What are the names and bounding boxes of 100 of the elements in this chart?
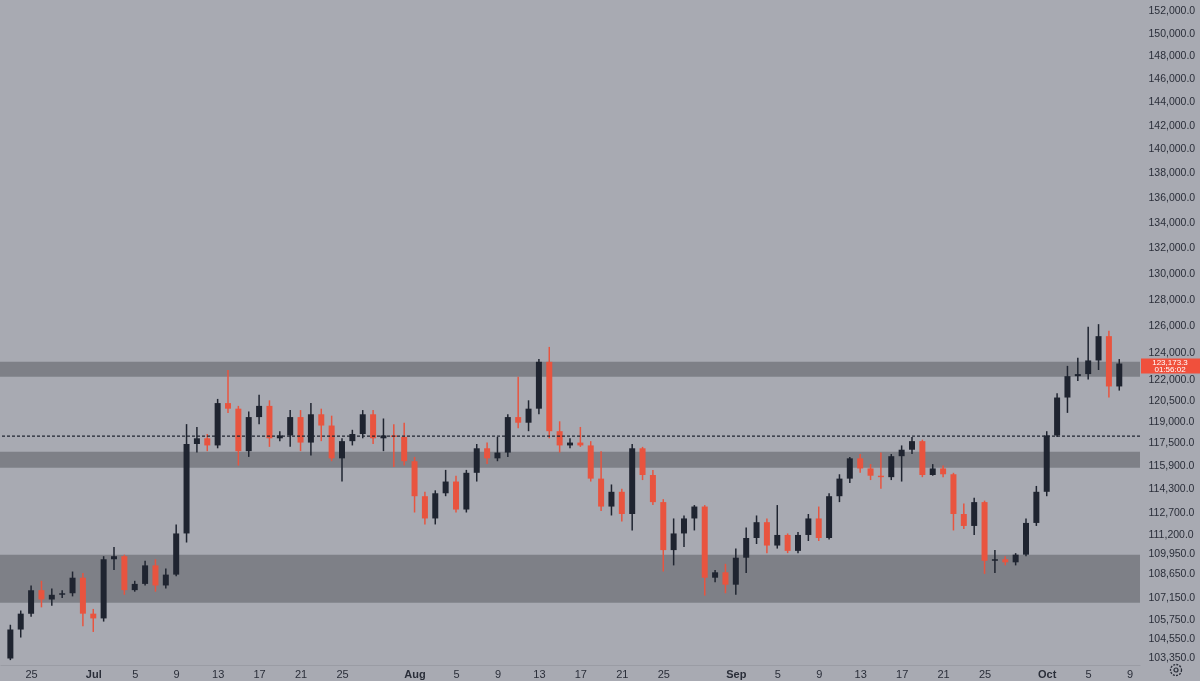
y-tick-label: 130,000.0 — [1148, 266, 1196, 279]
candlestick — [390, 423, 397, 468]
candlestick — [670, 517, 677, 567]
y-tick-label: 122,000.0 — [1148, 373, 1196, 386]
text: 123,173.3 — [1152, 358, 1189, 368]
candlestick — [618, 488, 625, 523]
y-tick-label: 108,650.0 — [1148, 567, 1196, 580]
candlestick — [991, 549, 998, 574]
y-tick-label: 132,000.0 — [1148, 241, 1196, 253]
x-tick-label: 21 — [294, 667, 308, 680]
candlestick — [142, 560, 149, 587]
x-tick-label: 25 — [336, 667, 349, 680]
candlestick — [960, 502, 967, 530]
x-tick-label: 5 — [132, 667, 139, 680]
candlestick — [484, 441, 491, 465]
candlestick — [421, 491, 428, 526]
candlestick — [805, 513, 812, 542]
candlestick — [515, 376, 522, 430]
x-tick-label: 21 — [616, 667, 629, 680]
y-tick-label: 146,000.0 — [1148, 72, 1196, 85]
x-tick-label: 5 — [774, 667, 781, 680]
candlestick — [152, 558, 159, 593]
x-tick-label: 9 — [494, 667, 502, 680]
candlestick — [722, 563, 729, 594]
candlestick — [225, 369, 231, 414]
y-tick-label: 138,000.0 — [1148, 166, 1196, 179]
x-tick-label: 9 — [816, 667, 823, 680]
x-tick-label: 25 — [25, 667, 38, 680]
candlestick — [17, 609, 24, 639]
y-tick-label: 148,000.0 — [1148, 49, 1196, 62]
y-tick-label: 114,300.0 — [1148, 482, 1195, 495]
candlestick — [898, 444, 905, 483]
y-tick-label: 134,000.0 — [1148, 215, 1196, 228]
x-tick-label: Sep — [726, 667, 747, 680]
x-tick-label: Aug — [404, 667, 426, 680]
candlestick — [608, 483, 615, 517]
x-tick-label: Jul — [85, 667, 102, 680]
y-tick-label: 105,750.0 — [1148, 612, 1196, 625]
candlestick — [795, 531, 801, 554]
y-tick-label: 152,000.0 — [1148, 4, 1196, 17]
y-tick-label: 128,000.0 — [1148, 292, 1196, 305]
y-tick-label: 112,700.0 — [1148, 505, 1195, 518]
y-tick-label: 150,000.0 — [1148, 26, 1196, 39]
y-tick-label: 111,200.0 — [1148, 528, 1194, 541]
candlestick — [48, 587, 55, 607]
candlestick — [888, 453, 895, 481]
x-tick-label: 13 — [533, 667, 546, 680]
x-tick-label: 9 — [173, 667, 180, 680]
candlestick — [691, 504, 698, 532]
x-tick-label: 25 — [978, 667, 992, 680]
x-tick-label: Oct — [1038, 667, 1057, 680]
candlestick — [162, 567, 169, 590]
x-tick-label: 25 — [657, 667, 670, 680]
candlestick — [256, 394, 263, 425]
text: 01:56:02 — [1154, 365, 1187, 375]
y-tick-label: 144,000.0 — [1148, 95, 1196, 108]
candlestick — [111, 546, 117, 571]
y-tick-label: 104,550.0 — [1148, 631, 1196, 644]
candlestick — [1085, 326, 1092, 381]
x-tick-label: 21 — [937, 667, 950, 680]
y-tick-label: 124,000.0 — [1148, 345, 1196, 358]
candlestick — [442, 469, 449, 497]
x-tick-label: 9 — [1127, 667, 1134, 680]
candlestick — [743, 526, 750, 574]
x-tick-label: 17 — [253, 667, 266, 680]
y-tick-label: 103,350.0 — [1148, 651, 1196, 664]
candlestick — [525, 399, 532, 432]
candlestick — [69, 570, 76, 598]
y-tick-label: 107,150.0 — [1148, 590, 1196, 603]
candlestick — [753, 514, 760, 545]
x-tick-label: 17 — [896, 667, 909, 680]
candlestick — [1064, 365, 1071, 414]
candlestick — [318, 407, 325, 442]
candlestick — [38, 580, 45, 609]
x-tick-label: 13 — [212, 667, 225, 680]
y-tick-label: 117,500.0 — [1148, 436, 1195, 449]
candlestick — [857, 453, 864, 474]
candlestick — [971, 496, 978, 536]
candlestick — [774, 504, 781, 550]
y-tick-label: 115,900.0 — [1148, 459, 1195, 472]
y-tick-label: 120,500.0 — [1148, 393, 1196, 406]
candlestick — [784, 532, 791, 554]
candlestick — [681, 514, 687, 548]
candlestick — [28, 584, 35, 618]
x-tick-label: 5 — [453, 667, 460, 680]
y-tick-label: 119,000.0 — [1148, 414, 1195, 427]
candlestick — [556, 420, 563, 454]
candlestick — [836, 473, 843, 503]
x-tick-label: 17 — [574, 667, 587, 680]
candlestick — [1074, 356, 1081, 382]
x-tick-label: 13 — [854, 667, 867, 680]
candlestick — [846, 456, 853, 484]
x-tick-label: 5 — [1085, 667, 1092, 680]
y-tick-label: 140,000.0 — [1148, 142, 1196, 155]
y-tick-label: 136,000.0 — [1148, 190, 1196, 203]
candlestick — [763, 517, 770, 554]
y-tick-label: 142,000.0 — [1148, 118, 1196, 131]
y-tick-label: 109,950.0 — [1148, 547, 1196, 560]
y-tick-label: 126,000.0 — [1148, 318, 1196, 331]
candlestick — [1116, 358, 1123, 392]
